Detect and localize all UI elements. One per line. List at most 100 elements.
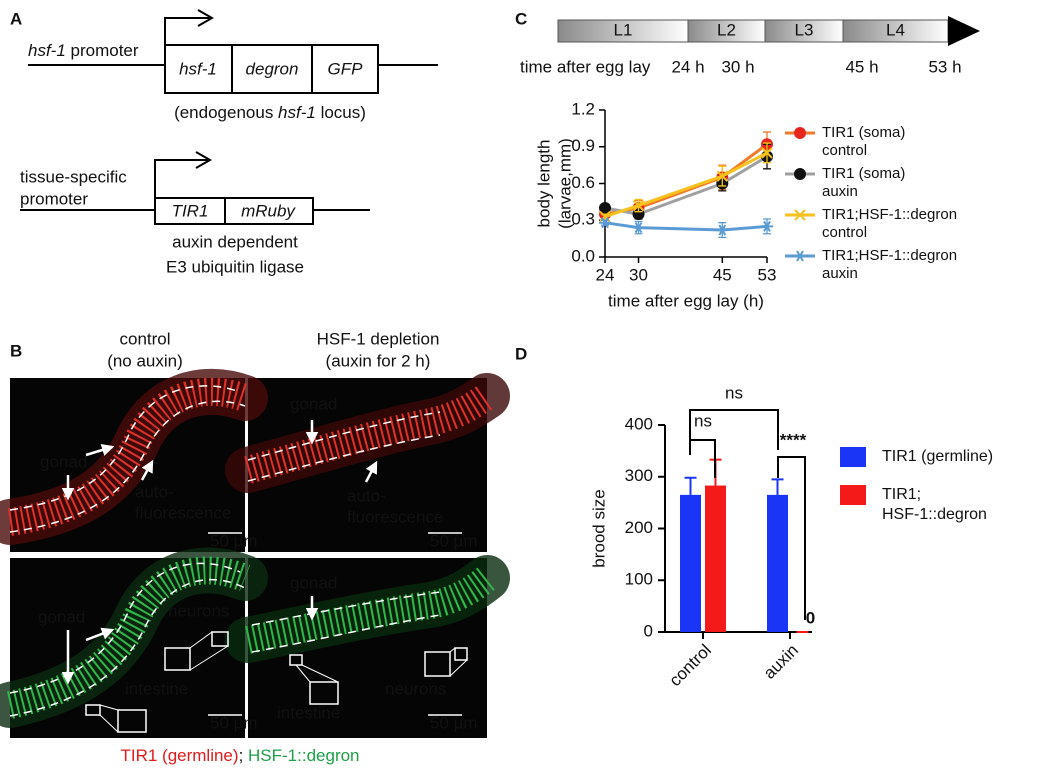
figure-caption: TIR1 (germline); HSF-1::degron	[120, 746, 359, 765]
image-label: 50 µm	[210, 713, 258, 732]
x-tick-label: 53	[758, 265, 777, 284]
x-tick-label: control	[665, 641, 715, 691]
legend-marker	[794, 209, 806, 221]
promoter-label: tissue-specific	[20, 167, 127, 186]
image-label: intestine	[125, 679, 188, 698]
caption: auxin dependent	[172, 232, 298, 251]
inset-box	[309, 681, 339, 705]
gonad-outline	[247, 434, 441, 482]
data-point	[599, 202, 611, 214]
column-title: (no auxin)	[107, 351, 183, 370]
stage-label: L3	[795, 20, 814, 39]
y-tick-label: 0	[644, 621, 653, 640]
bar	[705, 485, 726, 632]
image-label: auto-	[347, 486, 386, 505]
promoter-label-part: hsf-1	[28, 41, 66, 60]
image-label: neurons	[385, 679, 446, 698]
image-label: fluorescence	[135, 503, 231, 522]
inset-line	[189, 645, 229, 671]
image-label: 50 µm	[210, 531, 258, 550]
box-label: degron	[246, 59, 299, 78]
worm-cells	[7, 377, 250, 536]
figure-caption-part: TIR1 (germline)	[120, 746, 238, 765]
time-label: 53 h	[928, 57, 961, 76]
y-tick-label: 0.9	[571, 136, 595, 155]
legend-marker	[794, 250, 806, 262]
significance-bracket	[689, 439, 716, 478]
annotation: ****	[780, 430, 807, 449]
y-tick-label: 1.2	[571, 99, 595, 118]
inset-box	[211, 631, 229, 647]
legend-label: TIR1;HSF-1::degron auxin	[822, 247, 958, 282]
significance-bracket	[777, 456, 806, 620]
y-axis-label: brood size	[589, 489, 608, 567]
y-tick-label: 0.3	[571, 210, 595, 229]
gonad-outline	[9, 562, 241, 694]
data-point	[632, 199, 645, 212]
image-label: 50 µm	[430, 531, 478, 550]
image-label: 50 µm	[430, 713, 478, 732]
promoter-label: promoter	[20, 189, 88, 208]
inset-line	[189, 631, 213, 649]
annotation: ns	[725, 383, 743, 402]
image-label: gonad	[38, 607, 85, 626]
y-tick-label: 200	[625, 518, 653, 537]
significance-bracket	[689, 409, 779, 450]
time-label: 24 h	[671, 57, 704, 76]
box-label: GFP	[328, 59, 364, 78]
x-tick-label: auxin	[760, 641, 802, 683]
time-label: 30 h	[721, 57, 754, 76]
gonad-outline	[247, 411, 441, 461]
inset-line	[301, 664, 339, 683]
arrow-head	[195, 151, 213, 169]
worm-cells	[245, 566, 496, 654]
bar	[680, 494, 701, 632]
legend-marker	[794, 127, 806, 139]
box-label: mRuby	[241, 201, 296, 220]
gene-box	[164, 44, 379, 94]
legend-label: TIR1; HSF-1::degron	[882, 486, 987, 523]
promoter-arrow	[154, 159, 208, 198]
worm-cells	[6, 556, 251, 719]
stage-label: L1	[614, 20, 633, 39]
image-label: gonad	[40, 452, 87, 471]
legend-label: TIR1 (germline)	[882, 448, 994, 465]
x-tick-label: 24	[596, 265, 615, 284]
box-label: TIR1	[172, 201, 209, 220]
column-title: (auxin for 2 h)	[326, 351, 431, 370]
panel-label: D	[515, 344, 527, 363]
stage-label: L2	[717, 20, 736, 39]
data-point	[761, 220, 773, 232]
y-axis-label: (larvae,mm)	[555, 138, 574, 229]
inset-box	[164, 647, 191, 671]
series-line	[604, 143, 768, 216]
arrow	[85, 443, 115, 457]
series-line	[604, 151, 768, 218]
annotation: ns	[694, 411, 712, 430]
inset-box	[85, 704, 101, 716]
timeline-label: time after egg lay	[520, 57, 651, 76]
panel-label: A	[10, 9, 22, 28]
y-tick-label: 0.6	[571, 173, 595, 192]
series-line	[604, 221, 768, 232]
image-label: intestine	[277, 703, 340, 722]
promoter-label: hsf-1 promoter	[28, 41, 139, 60]
error-bar	[684, 476, 697, 495]
data-point	[761, 147, 773, 159]
promoter-label-part: promoter	[66, 41, 139, 60]
promoter-arrow	[164, 17, 210, 45]
image-label: gonad	[290, 573, 337, 592]
value-label: 0	[806, 608, 815, 627]
x-tick-label: 30	[629, 265, 648, 284]
arrow	[85, 627, 115, 642]
column-title: HSF-1 depletion	[317, 329, 440, 348]
inset-line	[295, 664, 311, 683]
legend-swatch	[840, 447, 866, 467]
legend-label: TIR1 (soma) control	[822, 124, 906, 159]
inset-line	[99, 714, 119, 733]
gonad-outline	[251, 591, 441, 626]
legend-label: TIR1;HSF-1::degron control	[822, 206, 958, 241]
locus-caption-part: locus)	[316, 103, 366, 122]
time-label: 45 h	[845, 57, 878, 76]
